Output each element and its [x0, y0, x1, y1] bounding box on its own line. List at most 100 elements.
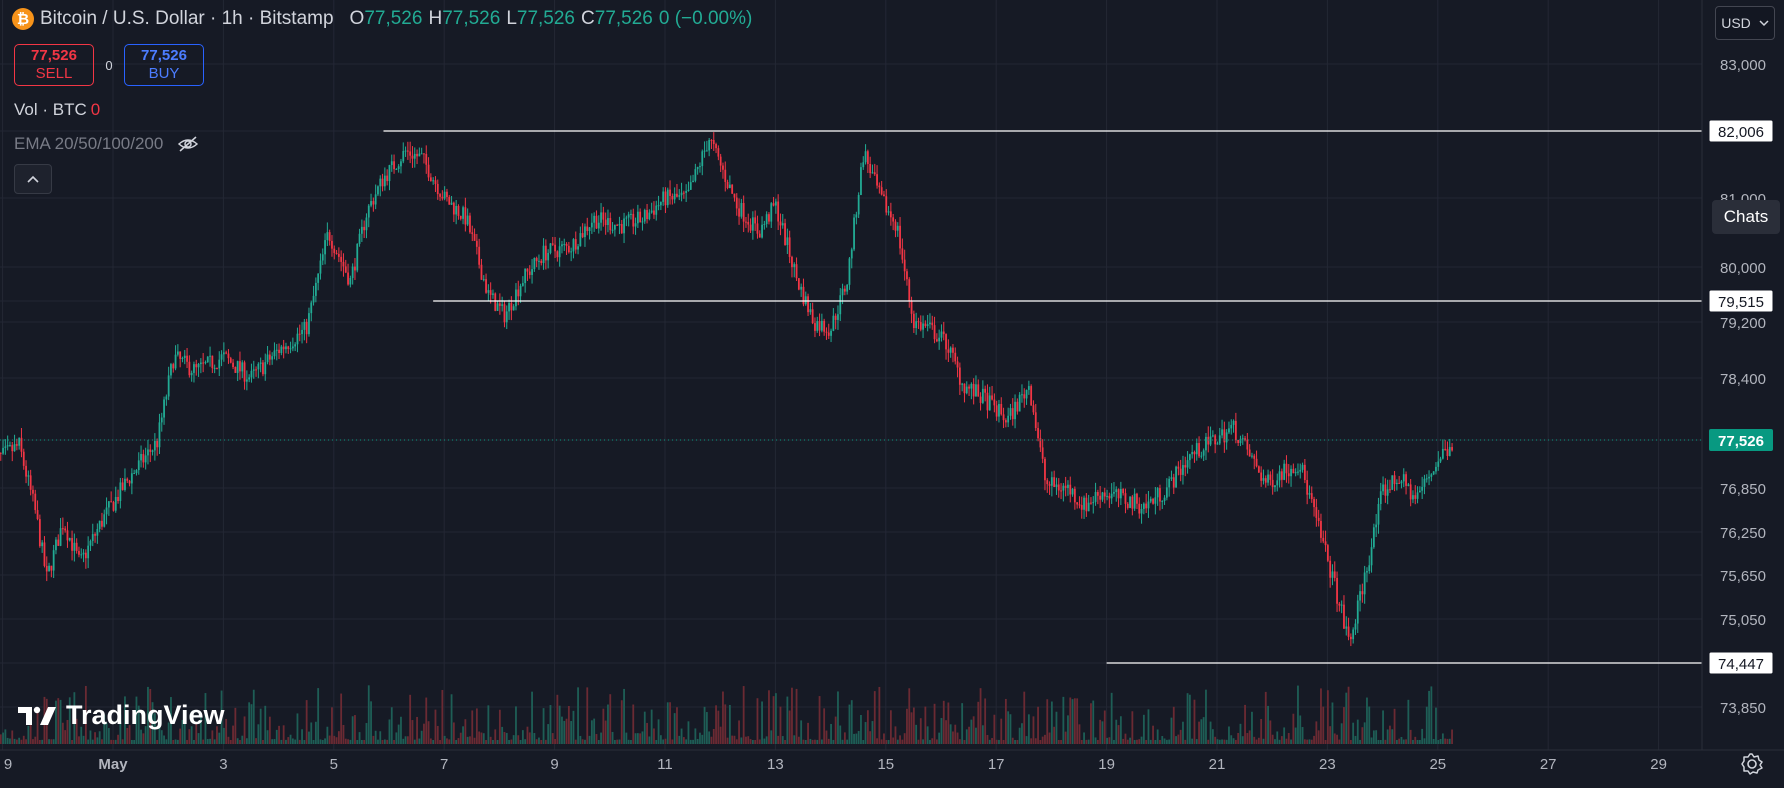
volume-bar [584, 739, 586, 744]
volume-bar [1014, 739, 1016, 744]
candle-body [1372, 527, 1375, 548]
volume-bar [1004, 698, 1007, 744]
symbol-title[interactable]: Bitcoin / U.S. Dollar · 1h · Bitstamp [40, 8, 334, 29]
volume-bar [869, 731, 872, 744]
volume-bar [112, 739, 115, 744]
candle-body [772, 203, 775, 206]
volume-bar [620, 700, 623, 744]
candle-body [1276, 480, 1279, 486]
volume-bar [365, 723, 368, 744]
candle-body [887, 211, 890, 213]
volume-bar [473, 737, 476, 744]
volume-bar [1267, 705, 1269, 744]
volume-bar [1345, 692, 1348, 744]
collapse-legend-button[interactable] [14, 164, 52, 194]
volume-bar [1391, 729, 1394, 744]
volume-bar [4, 729, 7, 744]
candle-body [282, 346, 285, 350]
volume-bar [344, 738, 347, 744]
volume-bar [517, 735, 520, 744]
volume-bar [1099, 719, 1102, 744]
chats-button[interactable]: Chats [1712, 200, 1780, 234]
volume-bar [1317, 730, 1320, 744]
candle-body [1425, 478, 1428, 480]
volume-indicator[interactable]: Vol · BTC 0 [14, 100, 100, 120]
volume-bar [728, 704, 731, 744]
candle-body [225, 352, 228, 354]
candle-body [22, 451, 25, 466]
eye-hidden-icon[interactable] [177, 136, 199, 152]
volume-bar [1076, 698, 1079, 744]
candle-body [558, 246, 561, 258]
volume-bar [1115, 719, 1118, 744]
buy-button[interactable]: 77,526 BUY [124, 44, 204, 86]
volume-bar [1228, 726, 1230, 744]
candle-body [1092, 501, 1095, 504]
candle-body [620, 224, 623, 234]
candle-body [602, 212, 605, 220]
volume-bar [38, 739, 41, 744]
volume-bar [1274, 739, 1276, 744]
volume-bar [160, 730, 163, 744]
volume-bar [899, 735, 901, 744]
candle-body [1267, 474, 1269, 483]
candle-body [779, 221, 782, 226]
volume-bar [358, 732, 361, 744]
candle-body [1421, 486, 1424, 491]
currency-select[interactable]: USD [1715, 6, 1775, 40]
candle-body [464, 207, 467, 225]
candle-body [1356, 600, 1359, 624]
price-tick-label: 79,200 [1720, 315, 1766, 332]
candle-body [128, 480, 131, 484]
candle-body [156, 440, 159, 448]
volume-bar [671, 739, 674, 744]
candle-body [1313, 499, 1315, 508]
settings-gear-icon[interactable] [1740, 752, 1764, 776]
volume-bar [1030, 738, 1033, 744]
candle-body [579, 233, 582, 247]
candle-body [52, 550, 55, 571]
volume-bar [1046, 699, 1049, 744]
candle-body [1315, 507, 1318, 518]
candle-body [317, 273, 320, 283]
time-tick-label: 9 [4, 756, 12, 773]
candle-body [738, 208, 740, 217]
volume-bar [756, 698, 759, 744]
time-tick-label: 29 [1650, 756, 1667, 773]
volume-bar [1324, 739, 1327, 744]
high-label: H [428, 8, 443, 29]
candle-body [1053, 477, 1056, 487]
candle-body [508, 303, 510, 312]
volume-bar [75, 718, 78, 744]
candle-body [659, 201, 662, 206]
sell-button[interactable]: 77,526 SELL [14, 44, 94, 86]
volume-bar [1103, 710, 1106, 744]
candle-body [372, 201, 375, 205]
volume-bar [855, 733, 858, 744]
candle-body [183, 355, 186, 358]
volume-bar [1094, 737, 1097, 744]
volume-bar [388, 719, 391, 744]
candle-body [1037, 428, 1039, 439]
ema-indicator[interactable]: EMA 20/50/100/200 [14, 134, 199, 154]
volume-bar [795, 688, 798, 744]
candle-body [1115, 489, 1118, 492]
volume-bar [68, 697, 71, 744]
volume-bar [623, 688, 625, 744]
candle-body [236, 361, 239, 373]
candle-body [248, 377, 251, 380]
candle-body [1389, 489, 1391, 491]
volume-bar [245, 738, 248, 744]
candle-body [135, 470, 138, 474]
volume-bar [1142, 714, 1145, 744]
candle-body [1308, 493, 1311, 495]
volume-bar [1025, 736, 1028, 744]
volume-bar [940, 718, 943, 744]
candle-body [710, 140, 713, 142]
volume-bar [78, 736, 80, 744]
volume-bar [1437, 739, 1440, 744]
volume-bar [367, 685, 370, 744]
volume-bar [1124, 733, 1127, 744]
candle-body [181, 357, 184, 359]
